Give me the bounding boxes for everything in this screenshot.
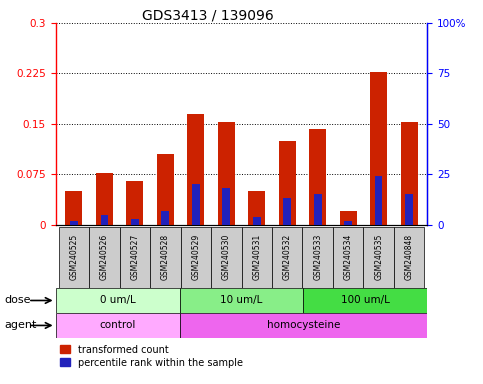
- Text: control: control: [99, 320, 136, 331]
- Bar: [309, 129, 326, 225]
- Bar: [70, 220, 78, 225]
- Bar: [161, 210, 169, 225]
- Bar: [340, 211, 356, 225]
- Bar: [127, 181, 143, 225]
- Text: GSM240530: GSM240530: [222, 234, 231, 280]
- Text: 0 um/L: 0 um/L: [99, 295, 135, 306]
- Text: GDS3413 / 139096: GDS3413 / 139096: [142, 8, 273, 22]
- Bar: [370, 72, 387, 225]
- Text: GSM240527: GSM240527: [130, 234, 139, 280]
- Text: 10 um/L: 10 um/L: [220, 295, 263, 306]
- Bar: [211, 227, 242, 288]
- Bar: [120, 227, 150, 288]
- Bar: [303, 288, 427, 313]
- Bar: [131, 218, 139, 225]
- Bar: [223, 189, 230, 225]
- Bar: [66, 191, 82, 225]
- Text: GSM240848: GSM240848: [405, 234, 413, 280]
- Bar: [344, 220, 352, 225]
- Bar: [363, 227, 394, 288]
- Bar: [56, 288, 180, 313]
- Text: agent: agent: [5, 320, 37, 331]
- Bar: [181, 227, 211, 288]
- Bar: [58, 227, 89, 288]
- Text: GSM240532: GSM240532: [283, 234, 292, 280]
- Text: dose: dose: [5, 295, 31, 306]
- Text: GSM240529: GSM240529: [191, 234, 200, 280]
- Bar: [96, 173, 113, 225]
- Bar: [89, 227, 120, 288]
- Bar: [248, 191, 265, 225]
- Bar: [333, 227, 363, 288]
- Legend: transformed count, percentile rank within the sample: transformed count, percentile rank withi…: [60, 345, 243, 367]
- Bar: [272, 227, 302, 288]
- Bar: [302, 227, 333, 288]
- Text: GSM240526: GSM240526: [100, 234, 109, 280]
- Text: GSM240534: GSM240534: [344, 234, 353, 280]
- Bar: [180, 288, 303, 313]
- Bar: [157, 154, 174, 225]
- Text: GSM240531: GSM240531: [252, 234, 261, 280]
- Bar: [218, 122, 235, 225]
- Bar: [242, 227, 272, 288]
- Text: GSM240528: GSM240528: [161, 234, 170, 280]
- Bar: [401, 122, 417, 225]
- Bar: [100, 215, 108, 225]
- Text: homocysteine: homocysteine: [267, 320, 340, 331]
- Bar: [284, 199, 291, 225]
- Bar: [56, 313, 180, 338]
- Bar: [192, 184, 199, 225]
- Bar: [375, 176, 383, 225]
- Bar: [405, 194, 413, 225]
- Text: GSM240525: GSM240525: [70, 234, 78, 280]
- Bar: [314, 194, 322, 225]
- Text: 100 um/L: 100 um/L: [341, 295, 390, 306]
- Bar: [279, 141, 296, 225]
- Text: GSM240533: GSM240533: [313, 234, 322, 280]
- Bar: [253, 217, 260, 225]
- Bar: [150, 227, 181, 288]
- Bar: [180, 313, 427, 338]
- Bar: [394, 227, 425, 288]
- Text: GSM240535: GSM240535: [374, 234, 383, 280]
- Bar: [187, 114, 204, 225]
